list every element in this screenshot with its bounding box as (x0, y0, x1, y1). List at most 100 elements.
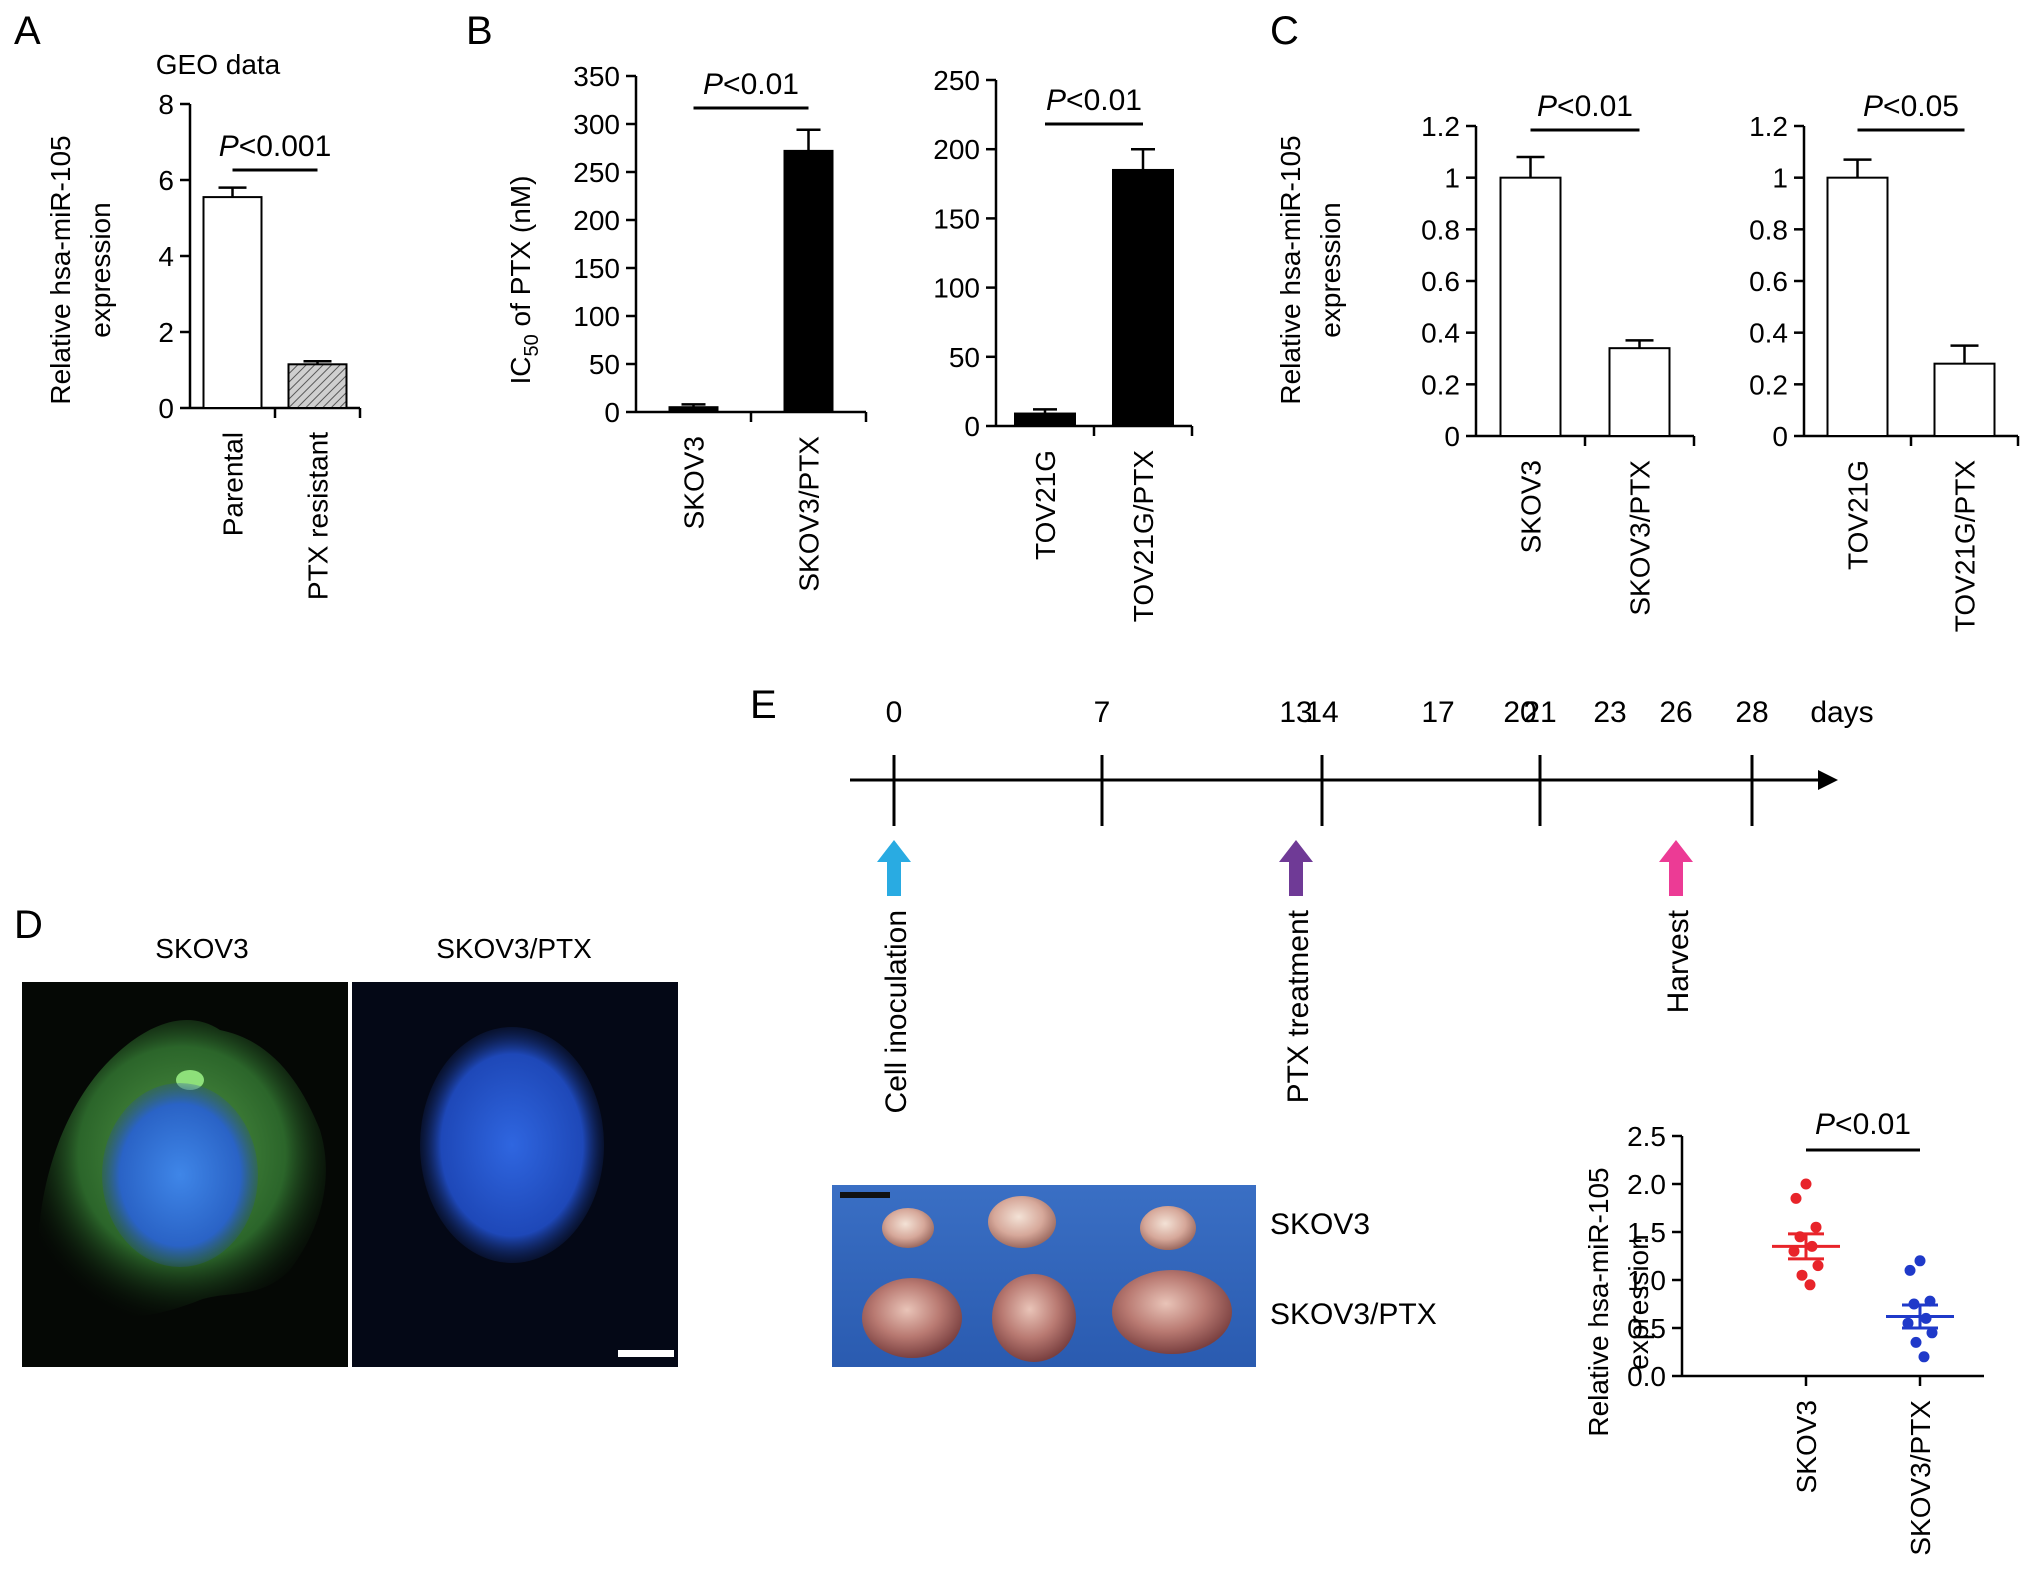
category-label: TOV21G (1843, 460, 1874, 570)
fluorescence-image-skov3 (22, 982, 348, 1367)
bar (202, 196, 263, 409)
timeline-day-label: 0 (886, 696, 903, 729)
scale-bar (618, 1350, 674, 1357)
data-point (1904, 1264, 1916, 1276)
y-tick-label: 8 (158, 89, 174, 120)
bar (1933, 362, 1996, 437)
y-tick-label: 300 (573, 109, 620, 140)
y-tick-label: 4 (158, 241, 174, 272)
timeline-day-label: 20 (1503, 696, 1536, 729)
chart-a: 0 2 4 6 8 Parental PTX resistant P<0.001 (158, 89, 362, 600)
chart-a-ylabel: Relative hsa-miR-105 expression (45, 135, 116, 404)
chart-b-ylabel-sub: 50 (521, 334, 543, 356)
y-tick-label: 0.6 (1749, 266, 1788, 297)
significance-label: P<0.01 (703, 68, 799, 101)
chart-b-left: 0 50 100 150 200 250 300 350 SKOV3 SKOV3/PTX P<0.0… (573, 61, 868, 592)
panel-label-b: B (466, 9, 493, 53)
significance-value: <0.05 (1883, 90, 1959, 123)
event-label: Cell inoculation (880, 910, 913, 1113)
y-tick-label: 0 (1772, 421, 1788, 452)
significance-value: <0.01 (1557, 90, 1633, 123)
y-tick-label: 1.0 (1627, 1265, 1666, 1296)
chart-e: 0.0 0.5 1.0 1.5 2.0 2.5 SKOV3 SKOV3/PTX P<0.01 (1627, 1108, 1984, 1556)
timeline-day-label: 21 (1523, 696, 1556, 729)
y-tick-label: 0.5 (1627, 1313, 1666, 1344)
y-tick-label: 1.2 (1749, 111, 1788, 142)
significance-value: <0.001 (239, 130, 332, 163)
timeline-day-label: 28 (1735, 696, 1768, 729)
y-tick-label: 0.2 (1749, 369, 1788, 400)
y-tick-label: 0.8 (1749, 214, 1788, 245)
y-tick-label: 0.2 (1421, 369, 1460, 400)
chart-c-ylabel: Relative hsa-miR-105 expression (1275, 135, 1346, 404)
significance-value: <0.01 (1835, 1108, 1911, 1141)
significance-label: P<0.01 (1815, 1108, 1911, 1141)
significance-label: P<0.01 (1537, 90, 1633, 123)
bar (1014, 412, 1076, 428)
data-point (1790, 1192, 1802, 1204)
timeline-day-label: 17 (1421, 696, 1454, 729)
significance-p: P (703, 68, 723, 101)
chart-c-left: 0 0.2 0.4 0.6 0.8 1 1.2 SKOV3 SKOV3/PTX P<0.01 (1421, 90, 1696, 616)
chart-b-ylabel-rest: of PTX (nM) (505, 176, 536, 335)
y-tick-label: 350 (573, 61, 620, 92)
chart-a-title: GEO data (156, 49, 281, 80)
panel-label-d: D (14, 903, 43, 947)
data-point (1920, 1312, 1932, 1324)
y-tick-label: 50 (949, 342, 980, 373)
y-tick-label: 1 (1444, 163, 1460, 194)
y-tick-label: 250 (933, 65, 980, 96)
panel-label-e: E (750, 683, 777, 727)
y-tick-label: 50 (589, 349, 620, 380)
y-tick-label: 6 (158, 165, 174, 196)
y-tick-label: 0 (604, 397, 620, 428)
y-tick-label: 200 (573, 205, 620, 236)
category-label: PTX resistant (303, 432, 334, 600)
significance-p: P (1046, 84, 1066, 117)
y-tick-label: 0.6 (1421, 266, 1460, 297)
bar (668, 406, 719, 414)
tumor-photo (832, 1185, 1256, 1367)
image-label-skov3-ptx: SKOV3/PTX (436, 933, 592, 964)
image-label-skov3: SKOV3 (155, 933, 248, 964)
timeline-unit-label: days (1810, 696, 1873, 729)
y-tick-label: 2.5 (1627, 1121, 1666, 1152)
chart-a-ylabel-line2: expression (85, 202, 116, 337)
data-point (1810, 1221, 1822, 1233)
category-label: SKOV3/PTX (794, 436, 825, 592)
timeline-day-label: 13 (1279, 696, 1312, 729)
photo-scale-bar (840, 1192, 890, 1198)
y-tick-label: 150 (933, 203, 980, 234)
chart-b-ylabel-main: IC (505, 356, 536, 384)
category-label: SKOV3/PTX (1905, 1400, 1936, 1556)
event-label: Harvest (1662, 909, 1695, 1013)
timeline-day-label: 14 (1305, 696, 1338, 729)
bar (1608, 347, 1671, 437)
significance-label: P<0.001 (219, 130, 332, 163)
significance-p: P (1815, 1108, 1835, 1141)
timeline-arrowhead (1818, 770, 1838, 790)
chart-c-right: 0 0.2 0.4 0.6 0.8 1 1.2 TOV21G TOV21G/PTX P<0.05 (1749, 90, 2020, 632)
data-point (1804, 1279, 1816, 1291)
y-tick-label: 2 (158, 317, 174, 348)
y-tick-label: 0.4 (1749, 318, 1788, 349)
significance-value: <0.01 (1066, 84, 1142, 117)
fluorescence-image-skov3-ptx (352, 982, 678, 1367)
y-tick-label: 200 (933, 134, 980, 165)
y-tick-label: 0 (158, 393, 174, 424)
significance-p: P (219, 130, 239, 163)
panel-label-a: A (14, 9, 41, 53)
y-tick-label: 0.4 (1421, 318, 1460, 349)
data-point (1910, 1336, 1922, 1348)
bar (287, 363, 348, 409)
bar (1112, 168, 1174, 428)
chart-c-ylabel-line2: expression (1315, 202, 1346, 337)
significance-value: <0.01 (723, 68, 799, 101)
chart-c-ylabel-line1: Relative hsa-miR-105 (1275, 135, 1306, 404)
y-tick-label: 100 (933, 273, 980, 304)
y-tick-label: 0 (1444, 421, 1460, 452)
panel-label-c: C (1270, 9, 1299, 53)
significance-label: P<0.01 (1046, 84, 1142, 117)
timeline-day-label: 7 (1094, 696, 1111, 729)
